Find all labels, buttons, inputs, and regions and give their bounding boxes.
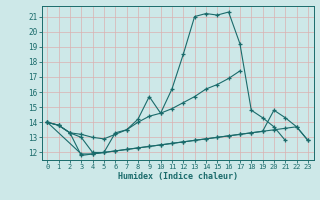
- X-axis label: Humidex (Indice chaleur): Humidex (Indice chaleur): [118, 172, 237, 181]
